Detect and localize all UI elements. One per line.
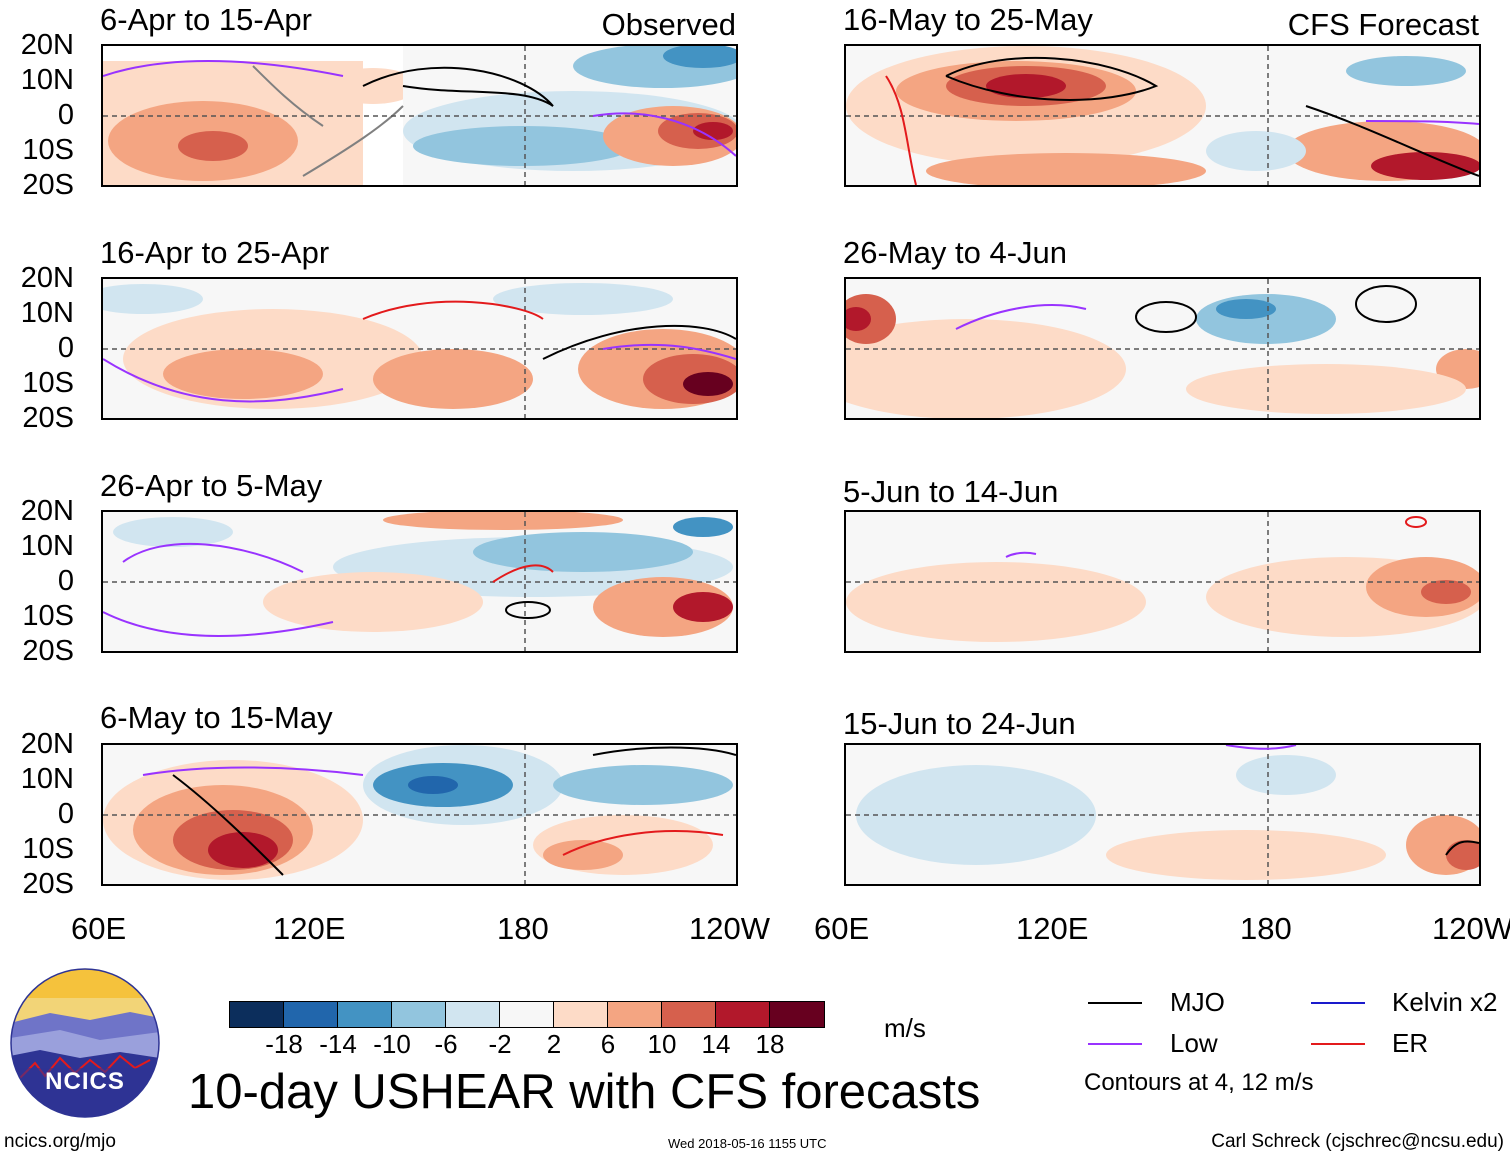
ncics-logo: NCICS <box>10 968 160 1118</box>
legend-kelvin-label: Kelvin x2 <box>1392 987 1498 1017</box>
lat-label: 20N <box>20 29 74 61</box>
colorbar-tick-label: 2 <box>546 1029 562 1059</box>
colorbar-swatch <box>608 1002 662 1027</box>
lon-label: 180 <box>497 911 549 946</box>
forecast-panel-4-title: 15-Jun to 24-Jun <box>843 706 1076 741</box>
colorbar-tick-label: 6 <box>600 1029 616 1059</box>
lat-label: 0 <box>57 99 74 131</box>
forecast-map-panel <box>844 510 1481 653</box>
legend-low-line <box>1088 1043 1142 1045</box>
forecast-panel-1-title: 16-May to 25-May <box>843 2 1093 37</box>
observed-panel-3-title: 26-Apr to 5-May <box>100 468 323 503</box>
colorbar-swatch <box>662 1002 716 1027</box>
forecast-map-panel <box>844 44 1481 187</box>
lat-label: 20S <box>22 635 74 667</box>
lat-label: 20N <box>20 728 74 760</box>
lat-label: 0 <box>57 798 74 830</box>
legend-er-line <box>1311 1043 1365 1045</box>
observed-label: Observed <box>601 7 736 42</box>
lat-label: 0 <box>57 332 74 364</box>
lon-label: 120E <box>273 911 346 946</box>
legend-contour-note: Contours at 4, 12 m/s <box>1084 1069 1314 1096</box>
lat-label: 10S <box>22 134 74 166</box>
lon-label: 120W <box>689 911 770 946</box>
colorbar-tick-label: 18 <box>755 1029 785 1059</box>
footer-url[interactable]: ncics.org/mjo <box>4 1131 116 1152</box>
colorbar-swatch <box>392 1002 446 1027</box>
lon-label: 60E <box>814 911 870 946</box>
lat-label: 10N <box>20 64 74 96</box>
colorbar-swatch <box>500 1002 554 1027</box>
colorbar-swatch <box>770 1002 824 1027</box>
colorbar-swatch <box>554 1002 608 1027</box>
forecast-map-panel <box>844 743 1481 886</box>
colorbar-tick-label: 10 <box>647 1029 677 1059</box>
forecast-panel-2-title: 26-May to 4-Jun <box>843 235 1067 270</box>
colorbar-tick-label: 14 <box>701 1029 731 1059</box>
lat-label: 10N <box>20 297 74 329</box>
cfs-forecast-label: CFS Forecast <box>1287 7 1479 42</box>
footer-credit: Carl Schreck (cjschrec@ncsu.edu) <box>1211 1131 1504 1152</box>
footer-timestamp: Wed 2018-05-16 1155 UTC <box>668 1136 827 1151</box>
colorbar-tick-label: -6 <box>434 1029 458 1059</box>
lat-label: 20N <box>20 495 74 527</box>
observed-panel-1-title: 6-Apr to 15-Apr <box>100 2 312 37</box>
lat-label: 0 <box>57 565 74 597</box>
legend-low-label: Low <box>1170 1028 1218 1058</box>
legend-mjo-label: MJO <box>1170 987 1225 1017</box>
lat-label: 20S <box>22 169 74 201</box>
colorbar-swatch <box>446 1002 500 1027</box>
colorbar-unit: m/s <box>884 1013 926 1043</box>
lat-label: 20S <box>22 402 74 434</box>
lon-label: 120W <box>1432 911 1510 946</box>
logo-text: NCICS <box>45 1068 125 1095</box>
legend-kelvin-line <box>1311 1002 1365 1004</box>
lat-label: 10S <box>22 600 74 632</box>
observed-map-panel <box>101 510 738 653</box>
colorbar-tick-label: -10 <box>373 1029 411 1059</box>
lat-label: 10N <box>20 530 74 562</box>
lon-label: 120E <box>1016 911 1089 946</box>
legend-er-label: ER <box>1392 1028 1429 1058</box>
ncics-logo-icon <box>10 968 160 1118</box>
observed-panel-4-title: 6-May to 15-May <box>100 700 333 735</box>
observed-map-panel <box>101 44 738 187</box>
colorbar <box>229 1001 825 1028</box>
colorbar-swatch <box>338 1002 392 1027</box>
colorbar-tick-label: -18 <box>265 1029 303 1059</box>
lat-label: 10N <box>20 763 74 795</box>
colorbar-tick-label: -14 <box>319 1029 357 1059</box>
colorbar-tick-label: -2 <box>488 1029 512 1059</box>
lat-label: 20S <box>22 868 74 900</box>
observed-panel-2-title: 16-Apr to 25-Apr <box>100 235 330 270</box>
lon-label: 180 <box>1240 911 1292 946</box>
colorbar-swatch <box>230 1002 284 1027</box>
lat-label: 10S <box>22 833 74 865</box>
lat-label: 10S <box>22 367 74 399</box>
colorbar-swatch <box>716 1002 770 1027</box>
forecast-map-panel <box>844 277 1481 420</box>
colorbar-swatch <box>284 1002 338 1027</box>
lon-label: 60E <box>71 911 127 946</box>
observed-map-panel <box>101 277 738 420</box>
figure-title: 10-day USHEAR with CFS forecasts <box>188 1065 981 1119</box>
observed-map-panel <box>101 743 738 886</box>
lat-label: 20N <box>20 262 74 294</box>
forecast-panel-3-title: 5-Jun to 14-Jun <box>843 474 1059 509</box>
legend-mjo-line <box>1088 1002 1142 1004</box>
